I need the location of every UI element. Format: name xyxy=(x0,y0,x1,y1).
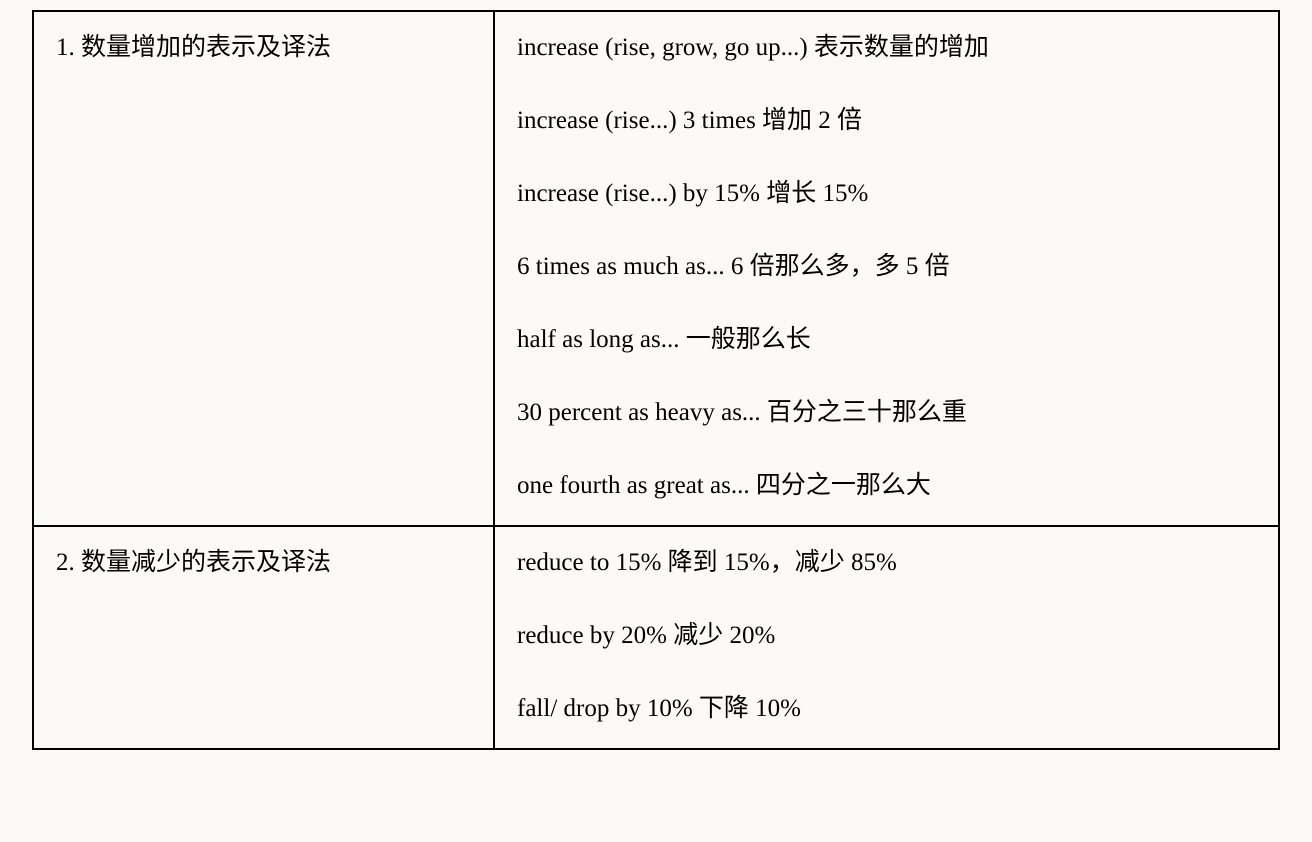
category-title: 1. 数量增加的表示及译法 xyxy=(56,30,471,65)
content-line: increase (rise, grow, go up...) 表示数量的增加 xyxy=(517,30,1256,65)
table-row: 1. 数量增加的表示及译法 increase (rise, grow, go u… xyxy=(33,11,1279,526)
content-line: reduce by 20% 减少 20% xyxy=(517,618,1256,653)
table-row: 2. 数量减少的表示及译法 reduce to 15% 降到 15%，减少 85… xyxy=(33,526,1279,749)
category-title: 2. 数量减少的表示及译法 xyxy=(56,545,471,580)
translation-table: 1. 数量增加的表示及译法 increase (rise, grow, go u… xyxy=(32,10,1280,750)
content-cell: increase (rise, grow, go up...) 表示数量的增加 … xyxy=(494,11,1279,526)
category-cell: 1. 数量增加的表示及译法 xyxy=(33,11,494,526)
content-line: fall/ drop by 10% 下降 10% xyxy=(517,691,1256,726)
content-line: increase (rise...) 3 times 增加 2 倍 xyxy=(517,103,1256,138)
content-line: half as long as... 一般那么长 xyxy=(517,322,1256,357)
category-cell: 2. 数量减少的表示及译法 xyxy=(33,526,494,749)
content-line: one fourth as great as... 四分之一那么大 xyxy=(517,468,1256,503)
content-line: increase (rise...) by 15% 增长 15% xyxy=(517,176,1256,211)
content-cell: reduce to 15% 降到 15%，减少 85% reduce by 20… xyxy=(494,526,1279,749)
content-line: reduce to 15% 降到 15%，减少 85% xyxy=(517,545,1256,580)
content-line: 30 percent as heavy as... 百分之三十那么重 xyxy=(517,395,1256,430)
content-line: 6 times as much as... 6 倍那么多，多 5 倍 xyxy=(517,249,1256,284)
